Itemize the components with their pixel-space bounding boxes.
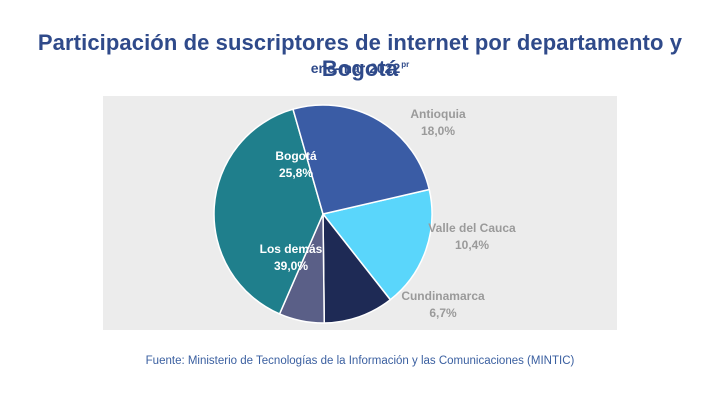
slice-value-bogot-: 25,8%: [279, 166, 313, 180]
subtitle-text: ene-mar 2022: [310, 60, 401, 76]
pie-slice-los-dem-s: [213, 108, 324, 315]
slice-label-valle-del-cauca: Valle del Cauca: [428, 221, 516, 235]
chart-subtitle: ene-mar 2022pr: [0, 60, 720, 76]
slice-label-bogot-: Bogotá: [275, 149, 317, 163]
slice-value-los-dem-s: 39,0%: [274, 259, 308, 273]
slice-value-valle-del-cauca: 10,4%: [455, 238, 489, 252]
slice-value-antioquia: 18,0%: [421, 124, 455, 138]
pie-slice-antioquia: [322, 188, 433, 301]
slice-value-cundinamarca: 6,7%: [429, 306, 457, 320]
slice-label-antioquia: Antioquia: [410, 107, 466, 121]
subtitle-superscript: pr: [401, 60, 410, 70]
pie-slice-bogot-: [292, 104, 430, 215]
pie-slice-valle-del-cauca: [322, 213, 392, 324]
slice-label-los-dem-s: Los demás: [260, 242, 323, 256]
source-note: Fuente: Ministerio de Tecnologías de la …: [145, 355, 575, 367]
chart-title: Participación de suscriptores de interne…: [37, 30, 683, 81]
slice-label-cundinamarca: Cundinamarca: [401, 289, 485, 303]
